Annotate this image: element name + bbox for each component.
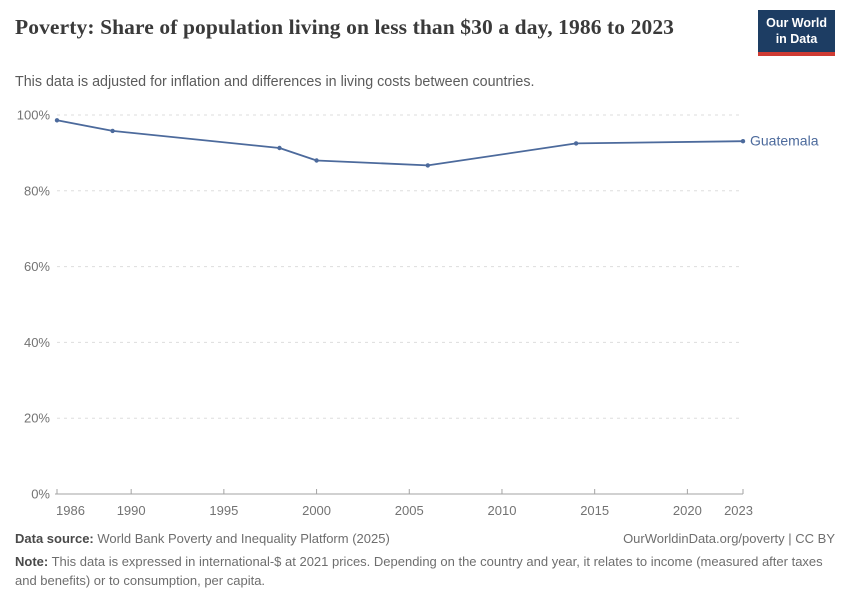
data-point-guatemala-2014[interactable]: [573, 141, 579, 146]
chart-area: 0% 20% 40% 60% 80% 100% 1986 1990 1995 2000 2005 20…: [0, 95, 850, 525]
data-point-guatemala-1998[interactable]: [277, 145, 282, 151]
ytick-label-100: 100%: [17, 108, 51, 123]
xtick-label-2000: 2000: [302, 503, 331, 518]
series-line-guatemala[interactable]: [56, 119, 744, 167]
footer-link[interactable]: OurWorldinData.org/poverty | CC BY: [623, 531, 835, 546]
xtick-label-2020: 2020: [673, 503, 702, 518]
data-point-guatemala-2023[interactable]: [740, 139, 746, 144]
ytick-label-0: 0%: [31, 487, 50, 502]
xtick-label-1986: 1986: [56, 503, 85, 518]
ytick-label-60: 60%: [24, 259, 50, 274]
xtick-label-2005: 2005: [395, 503, 424, 518]
data-point-guatemala-2006[interactable]: [425, 163, 430, 168]
data-source-label: Data source:: [15, 531, 94, 546]
data-source: Data source: World Bank Poverty and Ineq…: [15, 530, 390, 549]
ytick-label-80: 80%: [24, 183, 50, 198]
chart-canvas: 0% 20% 40% 60% 80% 100% 1986 1990 1995 2000 2005 20…: [17, 108, 819, 519]
footer-note-label: Note:: [15, 553, 49, 569]
data-point-guatemala-1989[interactable]: [110, 128, 115, 134]
chart-subtitle: This data is adjusted for inflation and …: [15, 74, 535, 90]
owid-logo-line2: in Data: [775, 32, 818, 47]
ytick-label-40: 40%: [24, 335, 50, 350]
xtick-label-2015: 2015: [580, 503, 609, 518]
footer: Data source: World Bank Poverty and Ineq…: [15, 530, 835, 591]
xtick-label-1995: 1995: [209, 503, 238, 518]
ytick-label-20: 20%: [24, 411, 50, 426]
owid-logo[interactable]: Our World in Data: [758, 10, 835, 56]
footer-note-text: This data is expressed in international-…: [15, 553, 823, 588]
data-point-guatemala-1986[interactable]: [54, 118, 60, 123]
xtick-label-2023: 2023: [724, 503, 753, 518]
owid-logo-line1: Our World: [766, 16, 827, 30]
chart-title: Poverty: Share of population living on l…: [15, 15, 675, 39]
xtick-label-1990: 1990: [117, 503, 146, 518]
xtick-label-2010: 2010: [488, 503, 517, 518]
series-end-label-guatemala[interactable]: Guatemala: [750, 133, 819, 149]
data-point-guatemala-2000[interactable]: [314, 158, 319, 163]
data-source-value: World Bank Poverty and Inequality Platfo…: [97, 531, 390, 546]
footer-note: Note: This data is expressed in internat…: [15, 553, 835, 591]
